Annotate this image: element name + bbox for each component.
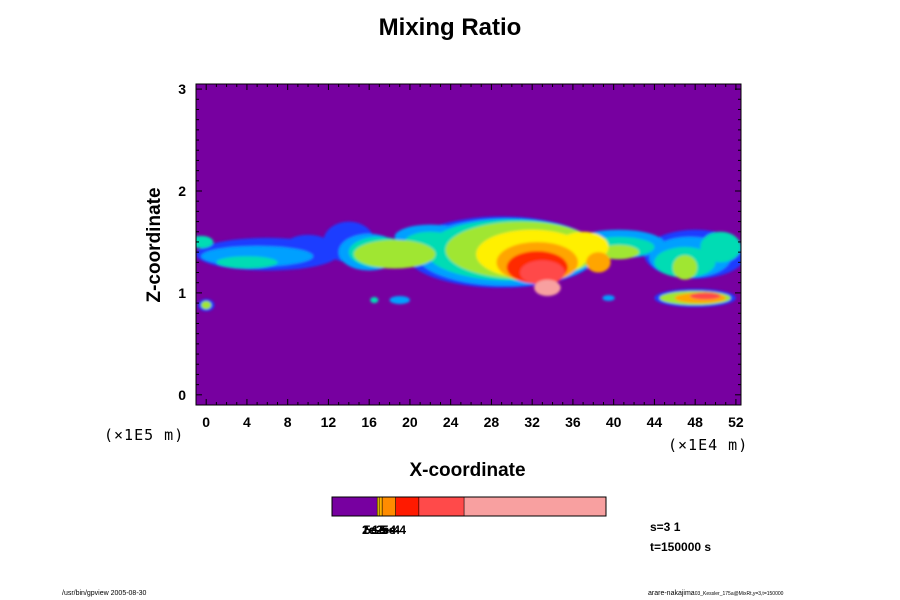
x-tick-label: 44 xyxy=(647,414,663,430)
mixing-ratio-cell xyxy=(196,235,214,249)
stamp-s: s=3 1 xyxy=(650,520,681,534)
mixing-ratio-cell xyxy=(389,295,410,305)
x-tick-label: 24 xyxy=(443,414,459,430)
mixing-ratio-cell xyxy=(216,256,278,269)
colorbar xyxy=(331,496,607,517)
colorbar-swatch xyxy=(464,497,607,516)
y-tick-label: 2 xyxy=(178,183,186,199)
colorbar-swatch xyxy=(418,497,465,516)
heatmap-field xyxy=(196,216,741,312)
colorbar-swatch xyxy=(395,497,420,516)
colorbar-swatch xyxy=(382,497,397,516)
x-tick-label: 20 xyxy=(402,414,418,430)
colorbar-label: 5e-4 xyxy=(382,523,407,537)
colorbar-label: 5e-5 xyxy=(364,523,389,537)
x-tick-label: 36 xyxy=(565,414,581,430)
mixing-ratio-cell xyxy=(370,296,379,304)
colorbar-swatch xyxy=(332,497,378,516)
footer-path: 03_Kessler_175a@MixRt,y=3,t=150000 xyxy=(694,591,784,597)
colorbar-label: 1e-5 xyxy=(362,523,387,537)
colorbar-label: 2e-5 xyxy=(362,523,387,537)
colorbar-label: 1e-4 xyxy=(372,523,397,537)
footer-left: /usr/bin/gpview 2005-08-30 xyxy=(62,590,147,597)
footer-right: arare-nakajima03_Kessler_175a@MixRt,y=3,… xyxy=(648,590,783,597)
footer-user: arare-nakajima xyxy=(648,590,695,597)
mixing-ratio-cell xyxy=(353,239,436,269)
colorbar-swatch xyxy=(379,497,383,516)
x-scale-label: (×1E4 m) xyxy=(668,436,749,454)
y-tick-label: 0 xyxy=(178,387,186,403)
x-tick-label: 40 xyxy=(606,414,622,430)
colorbar-swatch xyxy=(377,497,380,516)
mixing-ratio-cell xyxy=(672,255,698,280)
y-tick-label: 3 xyxy=(178,81,186,97)
mixing-ratio-cell xyxy=(690,292,721,300)
mixing-ratio-cell xyxy=(598,245,640,260)
mixing-ratio-cell xyxy=(201,301,212,310)
mixing-ratio-cell xyxy=(519,260,565,285)
y-axis-label: Z-coordinate xyxy=(144,187,165,302)
colorbar-label: 2e-4 xyxy=(376,523,401,537)
x-tick-label: 52 xyxy=(728,414,744,430)
x-axis: 0 4 8 12 16 20 24 28 32 36 40 44 48 52 xyxy=(195,84,744,430)
mixing-ratio-cell xyxy=(534,279,561,296)
colorbar-frame xyxy=(331,496,607,517)
y-scale-label: (×1E5 m) xyxy=(104,426,185,444)
x-tick-label: 48 xyxy=(687,414,703,430)
x-tick-label: 0 xyxy=(202,414,210,430)
x-tick-label: 8 xyxy=(284,414,292,430)
x-tick-label: 16 xyxy=(361,414,377,430)
plot-frame xyxy=(195,83,742,406)
x-tick-label: 28 xyxy=(484,414,500,430)
x-axis-label: X-coordinate xyxy=(409,460,526,481)
x-tick-label: 32 xyxy=(524,414,540,430)
x-tick-label: 4 xyxy=(243,414,251,430)
x-tick-label: 12 xyxy=(321,414,337,430)
chart-title: Mixing Ratio xyxy=(378,14,522,41)
y-axis: 0 1 2 3 xyxy=(178,81,741,403)
mixing-ratio-cell xyxy=(602,294,615,302)
y-tick-label: 1 xyxy=(178,285,186,301)
mixing-ratio-cell xyxy=(586,252,611,273)
mixing-ratio-cell xyxy=(700,231,741,263)
stamp-t: t=150000 s xyxy=(650,540,712,554)
